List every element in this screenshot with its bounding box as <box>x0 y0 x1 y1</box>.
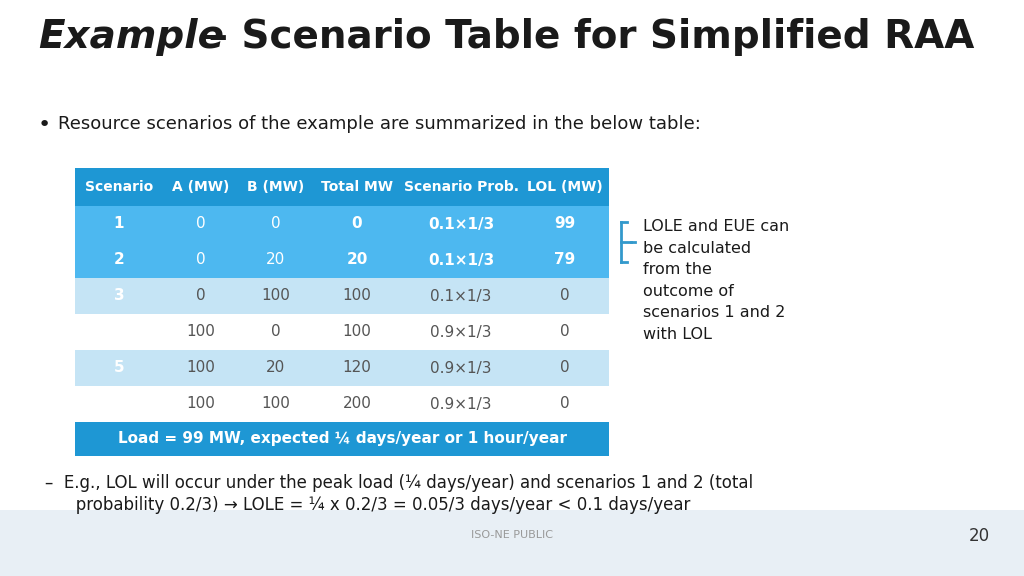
Bar <box>75 314 163 350</box>
Text: 0: 0 <box>196 217 206 232</box>
Text: 20: 20 <box>266 361 285 376</box>
Text: 0.1×1/3: 0.1×1/3 <box>428 217 495 232</box>
Text: 1: 1 <box>114 217 124 232</box>
Bar <box>163 350 238 386</box>
Text: 0: 0 <box>560 361 569 376</box>
Bar <box>313 278 401 314</box>
Text: 100: 100 <box>186 361 215 376</box>
Text: 0: 0 <box>270 324 281 339</box>
Bar <box>75 422 609 456</box>
Bar <box>238 242 313 278</box>
Text: 200: 200 <box>343 396 372 411</box>
Text: 4: 4 <box>114 324 124 339</box>
Bar <box>238 168 313 206</box>
Text: 79: 79 <box>554 252 575 267</box>
Bar <box>401 206 521 242</box>
Bar <box>238 314 313 350</box>
Text: •: • <box>38 115 51 135</box>
Text: 20: 20 <box>266 252 285 267</box>
Text: LOLE and EUE can
be calculated
from the
outcome of
scenarios 1 and 2
with LOL: LOLE and EUE can be calculated from the … <box>643 219 790 342</box>
Text: 0: 0 <box>270 217 281 232</box>
Text: 0: 0 <box>560 289 569 304</box>
Text: 0: 0 <box>196 289 206 304</box>
Text: 0: 0 <box>560 324 569 339</box>
Bar <box>163 242 238 278</box>
Text: 100: 100 <box>343 289 372 304</box>
Text: 100: 100 <box>186 396 215 411</box>
Text: 0: 0 <box>560 396 569 411</box>
Text: 0.1×1/3: 0.1×1/3 <box>428 252 495 267</box>
Bar <box>238 278 313 314</box>
Bar <box>401 242 521 278</box>
Bar <box>163 314 238 350</box>
Text: Scenario Prob.: Scenario Prob. <box>403 180 518 194</box>
Bar <box>313 168 401 206</box>
Text: 5: 5 <box>114 361 124 376</box>
Text: Example: Example <box>38 18 224 56</box>
Bar <box>313 206 401 242</box>
Text: B (MW): B (MW) <box>247 180 304 194</box>
Text: 100: 100 <box>186 324 215 339</box>
Text: 6: 6 <box>114 396 124 411</box>
Text: – Scenario Table for Simplified RAA: – Scenario Table for Simplified RAA <box>195 18 975 56</box>
Text: 120: 120 <box>343 361 372 376</box>
Text: 0.1×1/3: 0.1×1/3 <box>430 289 492 304</box>
Bar <box>238 206 313 242</box>
Bar <box>313 350 401 386</box>
Bar <box>521 242 609 278</box>
Text: Resource scenarios of the example are summarized in the below table:: Resource scenarios of the example are su… <box>58 115 700 133</box>
Text: 0.9×1/3: 0.9×1/3 <box>430 396 492 411</box>
Text: ISO-NE PUBLIC: ISO-NE PUBLIC <box>471 530 553 540</box>
Text: 2: 2 <box>114 252 124 267</box>
Text: Load = 99 MW, expected ¼ days/year or 1 hour/year: Load = 99 MW, expected ¼ days/year or 1 … <box>118 431 566 446</box>
Bar <box>313 314 401 350</box>
Text: 20: 20 <box>346 252 368 267</box>
Text: 100: 100 <box>261 396 290 411</box>
Bar <box>521 168 609 206</box>
Bar <box>401 386 521 422</box>
Text: A (MW): A (MW) <box>172 180 229 194</box>
Bar <box>238 350 313 386</box>
Bar <box>163 168 238 206</box>
Bar <box>0 510 1024 576</box>
Bar <box>521 386 609 422</box>
Bar <box>401 168 521 206</box>
Bar <box>521 350 609 386</box>
Text: LOL (MW): LOL (MW) <box>527 180 603 194</box>
Text: 0.9×1/3: 0.9×1/3 <box>430 324 492 339</box>
Text: 20: 20 <box>969 527 990 545</box>
Bar <box>521 206 609 242</box>
Bar <box>401 350 521 386</box>
Bar <box>163 278 238 314</box>
Text: 100: 100 <box>343 324 372 339</box>
Text: 0.9×1/3: 0.9×1/3 <box>430 361 492 376</box>
Bar <box>75 386 163 422</box>
Bar <box>75 350 163 386</box>
Bar <box>313 242 401 278</box>
Bar <box>75 206 163 242</box>
Bar <box>75 278 163 314</box>
Bar <box>238 386 313 422</box>
Bar <box>401 314 521 350</box>
Bar <box>163 386 238 422</box>
Text: 99: 99 <box>554 217 575 232</box>
Text: –  E.g., LOL will occur under the peak load (¼ days/year) and scenarios 1 and 2 : – E.g., LOL will occur under the peak lo… <box>45 474 753 492</box>
Bar <box>75 242 163 278</box>
Bar <box>401 278 521 314</box>
Text: probability 0.2/3) → LOLE = ¼ x 0.2/3 = 0.05/3 days/year < 0.1 days/year: probability 0.2/3) → LOLE = ¼ x 0.2/3 = … <box>60 496 690 514</box>
Text: 100: 100 <box>261 289 290 304</box>
Bar <box>521 278 609 314</box>
Text: 0: 0 <box>196 252 206 267</box>
Bar <box>313 386 401 422</box>
Text: 3: 3 <box>114 289 124 304</box>
Bar <box>75 168 163 206</box>
Text: Scenario: Scenario <box>85 180 154 194</box>
Bar <box>521 314 609 350</box>
Bar <box>163 206 238 242</box>
Text: Total MW: Total MW <box>321 180 393 194</box>
Text: 0: 0 <box>351 217 362 232</box>
